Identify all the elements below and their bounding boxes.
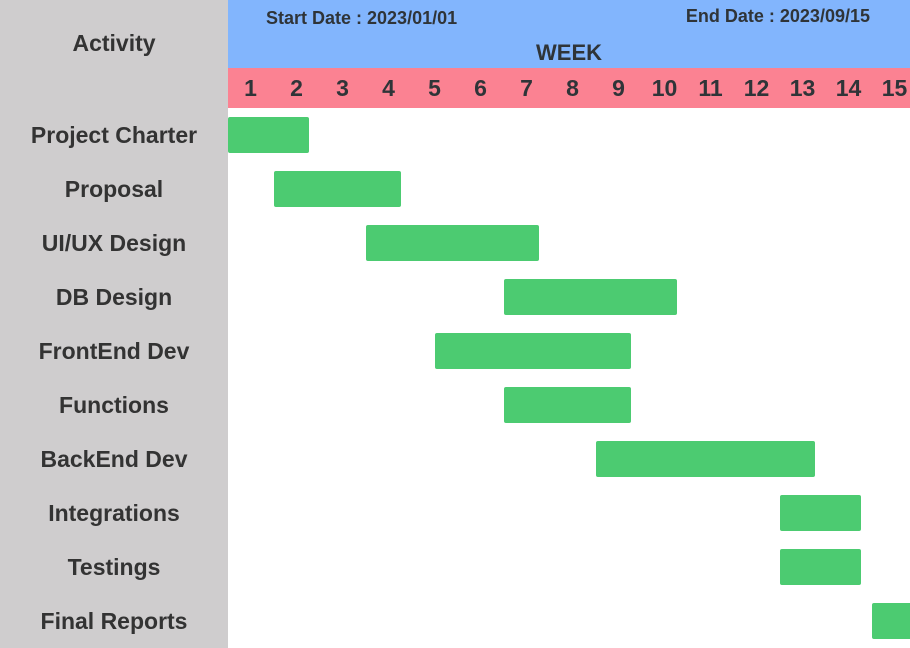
week-axis-label: WEEK [536, 40, 602, 65]
week-number: 10 [651, 75, 678, 101]
week-number: 11 [698, 75, 723, 101]
activity-label: UI/UX Design [41, 230, 187, 256]
task-bar [504, 279, 677, 315]
task-bar [435, 333, 631, 369]
activity-label: BackEnd Dev [40, 446, 188, 472]
activity-header: Activity [72, 30, 156, 56]
week-number: 3 [336, 75, 349, 101]
week-number: 5 [428, 75, 441, 101]
activity-label: FrontEnd Dev [38, 338, 190, 364]
week-number: 8 [566, 75, 579, 101]
week-number: 13 [789, 75, 816, 101]
activity-label: Proposal [64, 176, 164, 202]
week-number: 1 [244, 75, 257, 101]
week-number: 7 [520, 75, 533, 101]
task-bar [366, 225, 539, 261]
end-date-label: End Date : 2023/09/15 [685, 6, 870, 26]
task-bar [274, 171, 401, 207]
week-number: 14 [835, 75, 862, 101]
task-bar [504, 387, 631, 423]
week-number-row: 1 2 3 4 5 6 7 8 9 10 11 12 13 14 15 [228, 68, 910, 108]
week-number: 2 [290, 75, 303, 101]
task-bar [872, 603, 910, 639]
task-bar [228, 117, 309, 153]
week-number: 12 [743, 75, 770, 101]
week-number: 4 [382, 75, 395, 101]
task-bar [780, 549, 861, 585]
task-bar [596, 441, 815, 477]
activity-label: Final Reports [40, 608, 188, 634]
chart-header: Start Date : 2023/01/01 End Date : 2023/… [228, 0, 910, 68]
activity-sidebar: Activity Project Charter Proposal UI/UX De… [0, 0, 228, 648]
activity-label: Integrations [48, 500, 180, 526]
task-bar [780, 495, 861, 531]
activity-label: Testings [67, 554, 161, 580]
start-date-label: Start Date : 2023/01/01 [266, 8, 458, 28]
activity-label: DB Design [55, 284, 173, 310]
plot-area [228, 108, 910, 648]
week-number: 9 [612, 75, 625, 101]
activity-label: Functions [59, 392, 169, 418]
activity-label: Project Charter [30, 122, 198, 148]
week-number: 15 [881, 75, 908, 101]
week-number: 6 [474, 75, 487, 101]
